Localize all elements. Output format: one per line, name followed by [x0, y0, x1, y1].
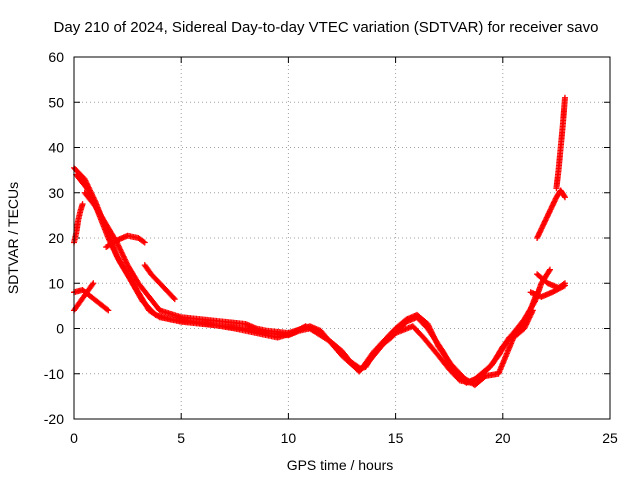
data-point: [141, 239, 148, 246]
data-point: [89, 281, 96, 288]
data-points: [71, 94, 568, 389]
y-tick-labels: -20 -10 0 10 20 30 40 50 60: [44, 49, 64, 427]
data-point: [561, 193, 568, 200]
data-point: [79, 201, 86, 208]
y-axis-label: SDTVAR / TECUs: [5, 182, 21, 294]
x-tick-label: 25: [602, 430, 618, 446]
data-point: [561, 94, 568, 101]
x-tick-label: 15: [388, 430, 404, 446]
data-point: [140, 238, 147, 245]
series-arc-end-climb: [534, 187, 568, 241]
y-tick-label: -20: [44, 411, 64, 427]
data-point: [546, 267, 553, 274]
series-arc-x-down: [71, 287, 112, 314]
data-point: [171, 296, 178, 303]
x-tick-label: 10: [281, 430, 297, 446]
x-tick-labels: 0 5 10 15 20 25: [70, 430, 618, 446]
data-point: [529, 307, 536, 314]
grid-lines: [74, 57, 610, 419]
data-point: [546, 266, 553, 273]
series-arc-end-mid: [534, 271, 568, 291]
data-point: [561, 194, 568, 201]
series-arc-main-a: [71, 164, 553, 386]
x-tick-label: 0: [70, 430, 78, 446]
data-point: [105, 307, 112, 314]
y-tick-label: 10: [48, 275, 64, 291]
data-point: [560, 281, 567, 288]
x-axis-label: GPS time / hours: [287, 457, 394, 473]
data-point: [170, 294, 177, 301]
y-tick-label: 0: [56, 321, 64, 337]
series-arc-end-spike: [553, 94, 568, 192]
y-tick-label: 50: [48, 94, 64, 110]
y-tick-label: 30: [48, 185, 64, 201]
chart-title: Day 210 of 2024, Sidereal Day-to-day VTE…: [54, 19, 599, 36]
x-tick-label: 5: [177, 430, 185, 446]
data-point: [90, 280, 97, 287]
data-point: [561, 280, 568, 287]
series-arc-3to5h: [141, 262, 178, 303]
series-arc-hump-2h: [103, 232, 148, 251]
y-tick-label: 40: [48, 140, 64, 156]
y-tick-label: 20: [48, 230, 64, 246]
plot-frame: [73, 56, 611, 420]
y-tick-label: -10: [44, 366, 64, 382]
y-tick-label: 60: [48, 49, 64, 65]
series-arc-main-c: [81, 189, 536, 389]
series-arc-start-rise: [71, 201, 86, 246]
series-arc-main-b: [73, 171, 541, 386]
data-point: [104, 306, 111, 313]
x-tick-label: 20: [495, 430, 511, 446]
